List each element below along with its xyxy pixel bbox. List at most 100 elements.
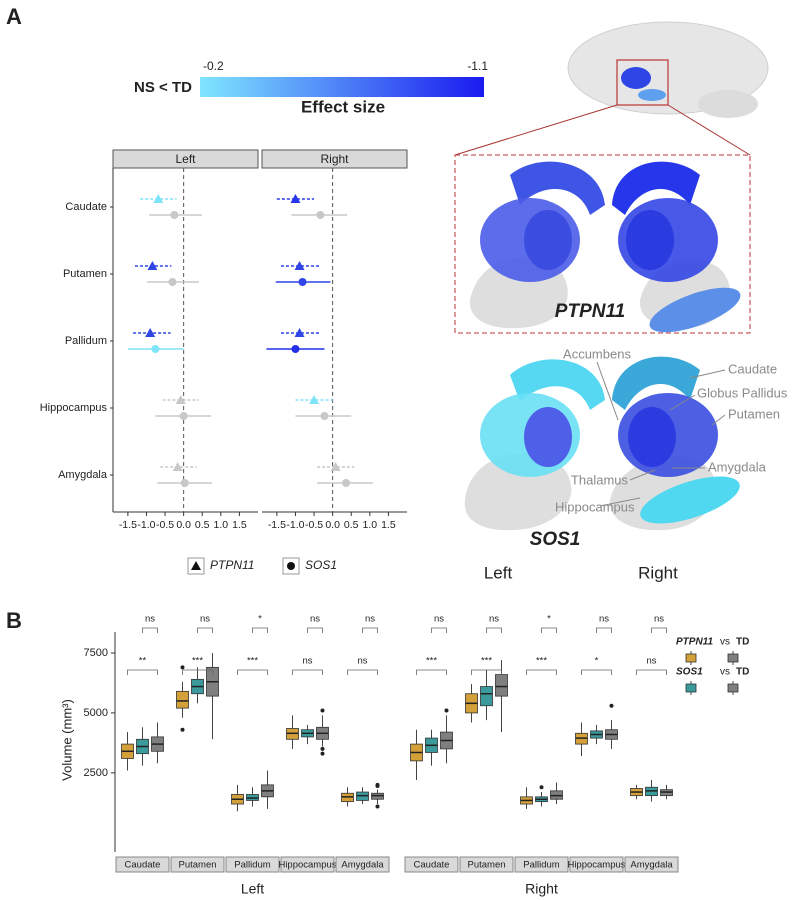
- x-tick-label: 0.5: [195, 519, 210, 531]
- significance-label: ns: [145, 614, 155, 625]
- category-label: Caudate: [65, 201, 107, 213]
- legend-key: [685, 653, 697, 663]
- point: [320, 412, 329, 420]
- significance-bracket: [431, 627, 447, 633]
- significance-bracket: [526, 669, 557, 675]
- legend-label: TD: [736, 667, 749, 678]
- structure-label: Globus Pallidus: [697, 385, 788, 400]
- significance-label: ***: [426, 656, 437, 667]
- group-label: Right: [525, 881, 558, 897]
- legend-connector: vs: [720, 637, 730, 648]
- legend-label: SOS1: [305, 558, 337, 572]
- significance-label: ***: [247, 656, 258, 667]
- facet-strip: [404, 856, 459, 873]
- significance-bracket: [127, 669, 158, 675]
- category-label: Putamen: [63, 268, 107, 280]
- significance-label: ns: [200, 614, 210, 625]
- significance-label: *: [547, 614, 551, 625]
- x-tick-label: -1.5: [268, 519, 286, 531]
- significance-label: *: [258, 614, 262, 625]
- legend-label: SOS1: [676, 667, 703, 678]
- x-tick-label: -0.5: [156, 519, 174, 531]
- facet-label: Pallidum: [234, 860, 271, 871]
- outlier: [539, 785, 544, 790]
- x-tick-label: 0.5: [344, 519, 359, 531]
- brain-illustration: [454, 21, 769, 531]
- legend-key: [685, 683, 697, 693]
- significance-bracket: [416, 669, 447, 675]
- y-axis-label: Volume (mm³): [59, 699, 74, 781]
- facet-strip: [112, 149, 259, 169]
- significance-bracket: [486, 627, 502, 633]
- x-tick-label: -1.0: [286, 519, 304, 531]
- side-label: Left: [484, 563, 513, 582]
- structure-label: Thalamus: [571, 472, 629, 487]
- outlier: [320, 708, 325, 713]
- significance-bracket: [541, 627, 557, 633]
- legend-label: TD: [736, 637, 749, 648]
- point: [168, 278, 177, 286]
- structure-label: Putamen: [728, 406, 780, 421]
- legend-key: [727, 653, 739, 663]
- significance-bracket: [636, 669, 667, 675]
- significance-bracket: [292, 669, 323, 675]
- point: [180, 479, 189, 487]
- significance-bracket: [362, 627, 378, 633]
- facet-strip: [170, 856, 225, 873]
- significance-label: ns: [310, 614, 320, 625]
- colorbar-tick: -0.2: [203, 59, 224, 73]
- significance-label: ns: [434, 614, 444, 625]
- significance-bracket: [237, 669, 268, 675]
- facet-label: Caudate: [125, 860, 161, 871]
- y-tick-label: 7500: [84, 647, 108, 659]
- legend-key: [727, 683, 739, 693]
- facet-label: Left: [175, 152, 196, 166]
- x-tick-label: 0.0: [325, 519, 340, 531]
- significance-label: ns: [489, 614, 499, 625]
- significance-bracket: [182, 669, 213, 675]
- significance-label: ***: [536, 656, 547, 667]
- x-tick-label: -0.5: [305, 519, 323, 531]
- point: [290, 194, 301, 203]
- point: [175, 395, 186, 404]
- outlier: [609, 703, 614, 708]
- facet-label: Hippocampus: [278, 860, 336, 871]
- significance-label: ns: [599, 614, 609, 625]
- significance-label: ns: [365, 614, 375, 625]
- facet-strip: [624, 856, 679, 873]
- point: [316, 211, 325, 219]
- facet-strip: [225, 856, 280, 873]
- significance-bracket: [142, 627, 158, 633]
- facet-label: Right: [320, 152, 349, 166]
- facet-strip: [459, 856, 514, 873]
- legend-marker: [191, 561, 201, 570]
- point: [294, 328, 305, 337]
- y-tick-label: 5000: [84, 707, 108, 719]
- point: [147, 261, 158, 270]
- facet-label: Amygdala: [630, 860, 673, 871]
- point: [153, 194, 164, 203]
- category-label: Amygdala: [58, 469, 108, 481]
- x-tick-label: -1.5: [119, 519, 137, 531]
- x-tick-label: 1.0: [363, 519, 378, 531]
- point: [145, 328, 156, 337]
- legend-label: PTPN11: [210, 558, 254, 572]
- x-tick-label: -1.0: [137, 519, 155, 531]
- significance-label: ns: [646, 656, 656, 667]
- outlier: [180, 727, 185, 732]
- significance-bracket: [651, 627, 667, 633]
- point: [179, 412, 188, 420]
- point: [342, 479, 351, 487]
- colorbar-side-label: NS < TD: [134, 79, 192, 96]
- significance-label: ns: [654, 614, 664, 625]
- point: [294, 261, 305, 270]
- significance-label: ***: [481, 656, 492, 667]
- colorbar-tick: -1.1: [467, 59, 488, 73]
- facet-strip: [335, 856, 390, 873]
- category-label: Pallidum: [65, 335, 107, 347]
- structure-label: Hippocampus: [555, 499, 635, 514]
- gene-label: SOS1: [530, 529, 581, 550]
- colorbar-title: Effect size: [301, 97, 385, 116]
- legend-connector: vs: [720, 667, 730, 678]
